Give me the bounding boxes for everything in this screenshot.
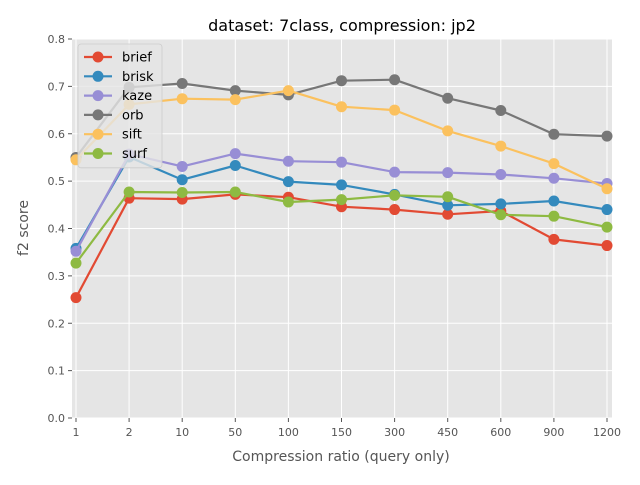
- series-surf: [70, 186, 613, 269]
- chart-title: dataset: 7class, compression: jp2: [208, 16, 476, 35]
- x-axis-label: Compression ratio (query only): [232, 449, 449, 465]
- data-point-surf: [229, 186, 241, 198]
- data-point-brisk: [229, 159, 241, 171]
- y-tick-label: 0.0: [48, 412, 66, 425]
- x-tick-label: 450: [437, 426, 458, 439]
- data-point-orb: [495, 105, 507, 117]
- data-point-sift: [548, 158, 560, 170]
- data-point-surf: [601, 221, 613, 233]
- legend-label: brisk: [122, 70, 154, 85]
- legend-marker: [92, 51, 104, 63]
- data-point-kaze: [282, 155, 294, 167]
- gridlines: [72, 38, 612, 419]
- data-point-kaze: [495, 168, 507, 180]
- legend-marker: [92, 70, 104, 82]
- legend-marker: [92, 148, 104, 159]
- data-point-kaze: [548, 172, 560, 184]
- x-tick-label: 900: [543, 426, 564, 439]
- legend-marker: [92, 128, 104, 140]
- data-point-kaze: [229, 148, 241, 160]
- data-point-brisk: [176, 174, 188, 186]
- data-point-sift: [229, 94, 241, 106]
- data-point-brisk: [442, 199, 454, 211]
- y-tick-label: 0.1: [48, 365, 66, 378]
- y-tick-label: 0.5: [48, 175, 66, 188]
- series-sift: [70, 85, 613, 195]
- data-point-orb: [389, 74, 401, 86]
- legend: brief brisk kaze orb sift surf: [77, 43, 163, 169]
- data-point-sift: [176, 93, 188, 105]
- y-tick-label: 0.3: [48, 270, 66, 283]
- data-point-sift: [282, 85, 294, 97]
- data-point-brief: [442, 208, 454, 220]
- legend-item-brief: brief: [84, 51, 152, 66]
- x-tick-label: 10: [175, 426, 189, 439]
- data-point-brief: [601, 240, 613, 252]
- legend-marker: [92, 90, 104, 102]
- data-point-brief: [389, 204, 401, 216]
- legend-label: brief: [122, 51, 152, 66]
- legend-label: sift: [122, 128, 142, 143]
- legend-item-surf: surf: [84, 147, 147, 162]
- data-point-sift: [336, 101, 347, 113]
- legend-item-kaze: kaze: [84, 89, 152, 104]
- data-point-surf: [336, 194, 347, 206]
- data-point-kaze: [442, 167, 454, 179]
- data-point-kaze: [389, 166, 401, 178]
- data-point-surf: [442, 191, 454, 203]
- legend-item-brisk: brisk: [84, 70, 154, 85]
- data-point-orb: [442, 92, 454, 104]
- data-point-kaze: [70, 245, 82, 257]
- data-point-surf: [70, 257, 82, 269]
- data-point-orb: [336, 75, 347, 87]
- data-point-surf: [389, 189, 401, 201]
- data-point-brisk: [282, 176, 294, 188]
- legend-marker: [92, 109, 104, 121]
- x-tick-label: 1200: [593, 426, 621, 439]
- data-point-sift: [389, 104, 401, 116]
- y-axis-ticks: 0.0 0.1 0.2 0.3 0.4 0.5 0.6 0.7 0.8: [48, 33, 72, 425]
- legend-label: surf: [122, 147, 147, 162]
- data-point-orb: [229, 85, 241, 97]
- data-point-brisk: [495, 198, 507, 210]
- data-point-surf: [548, 210, 560, 222]
- legend-label: orb: [122, 108, 144, 123]
- data-point-orb: [548, 128, 560, 140]
- data-point-sift: [495, 140, 507, 152]
- data-point-orb: [601, 130, 613, 142]
- y-tick-label: 0.2: [48, 317, 66, 330]
- data-point-orb: [176, 78, 188, 90]
- data-point-kaze: [336, 156, 347, 168]
- data-point-surf: [123, 186, 135, 198]
- data-point-brisk: [336, 179, 347, 191]
- legend-item-sift: sift: [84, 128, 142, 143]
- data-point-sift: [442, 125, 454, 137]
- y-tick-label: 0.7: [48, 80, 66, 93]
- legend-item-orb: orb: [84, 108, 144, 123]
- x-tick-label: 150: [331, 426, 352, 439]
- y-tick-label: 0.6: [48, 128, 66, 141]
- y-tick-label: 0.8: [48, 33, 66, 46]
- data-point-sift: [601, 183, 613, 195]
- data-point-surf: [495, 209, 507, 221]
- legend-label: kaze: [122, 89, 152, 104]
- x-tick-label: 300: [384, 426, 405, 439]
- data-point-brief: [548, 233, 560, 245]
- x-tick-label: 2: [126, 426, 133, 439]
- x-tick-label: 600: [490, 426, 511, 439]
- x-tick-label: 50: [228, 426, 242, 439]
- x-tick-label: 100: [278, 426, 299, 439]
- y-tick-label: 0.4: [48, 223, 66, 236]
- x-axis-ticks: 1 2 10 50 100 150 300 450 600 900 1200: [73, 418, 621, 439]
- data-point-brisk: [548, 195, 560, 207]
- data-point-surf: [176, 186, 188, 198]
- data-point-kaze: [176, 160, 188, 172]
- x-tick-label: 1: [73, 426, 80, 439]
- data-point-brief: [70, 292, 82, 304]
- data-point-brisk: [601, 204, 613, 216]
- y-axis-label: f2 score: [16, 200, 32, 256]
- data-point-surf: [282, 196, 294, 208]
